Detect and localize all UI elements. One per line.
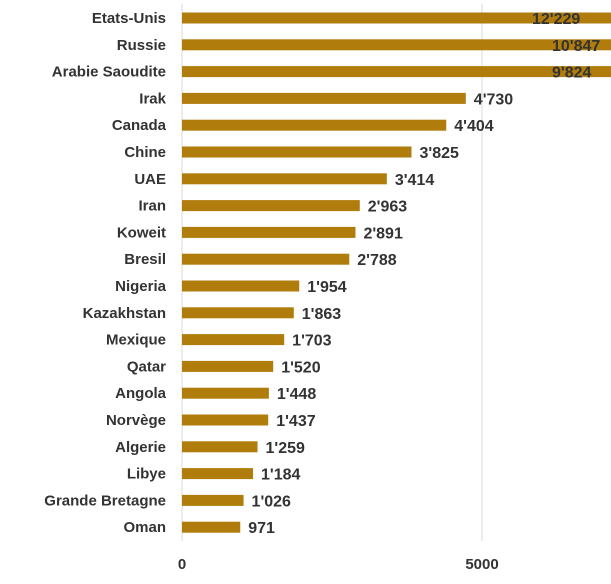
bar [182,119,447,131]
x-tick-label: 5000 [465,556,498,573]
category-label: Canada [112,117,167,134]
category-label: Libye [127,466,166,483]
value-labels: 12'229 10'847 9'824 4'730 4'404 3'825 3'414 2'9… [248,11,600,537]
value-label: 1'259 [266,440,306,457]
value-label: 2'788 [357,252,397,269]
value-label: 4'730 [474,91,514,108]
value-label: 9'824 [552,65,592,82]
category-label: Etats-Unis [92,10,166,27]
category-label: Qatar [127,358,166,375]
bar [182,494,244,506]
value-label: 1'437 [276,413,316,430]
bar [182,387,269,399]
value-label: 1'954 [307,279,347,296]
bar [182,253,350,265]
category-labels: Etats-Unis Russie Arabie Saoudite Irak Canad… [44,10,166,536]
bar [182,441,258,453]
value-label: 10'847 [552,38,600,55]
category-label: Mexique [106,332,166,349]
value-label: 1'520 [281,359,321,376]
category-label: Bresil [124,251,166,268]
value-label: 4'404 [454,118,494,135]
category-label: Chine [124,144,166,161]
bar [182,200,360,212]
gridlines [181,4,483,541]
value-label: 3'825 [420,145,460,162]
bar [182,414,269,426]
category-label: Nigeria [115,278,167,295]
bar [182,307,294,319]
value-label: 1'184 [261,467,301,484]
x-axis-tick-labels: 0500010000 [178,556,499,573]
value-label: 3'414 [395,172,435,189]
category-label: Algerie [115,439,166,456]
category-label: Oman [123,519,166,536]
bar [182,468,254,480]
category-label: UAE [134,171,166,188]
category-label: Russie [117,37,166,54]
bar [182,39,611,51]
category-label: Kazakhstan [83,305,166,322]
category-label: Grande Bretagne [44,492,166,509]
bar [182,521,241,533]
category-label: Norvège [106,412,166,429]
value-label: 1'863 [302,306,342,323]
bar [182,226,356,238]
bar [182,12,611,24]
bar [182,146,412,158]
bar [182,173,387,185]
value-label: 1'448 [277,386,317,403]
value-label: 1'026 [252,493,292,510]
x-tick-label: 0 [178,556,186,573]
bar [182,66,611,78]
bar [182,92,466,104]
category-label: Koweit [117,224,166,241]
category-label: Irak [139,90,166,107]
bar [182,334,285,346]
category-label: Arabie Saoudite [52,64,166,81]
value-label: 2'963 [368,199,408,216]
value-label: 971 [248,520,275,537]
bar [182,280,300,292]
bar [182,360,274,372]
value-label: 12'229 [532,11,580,28]
value-label: 2'891 [363,225,403,242]
category-label: Angola [115,385,166,402]
bars [182,12,611,533]
category-label: Iran [138,198,166,215]
value-label: 1'703 [292,333,332,350]
